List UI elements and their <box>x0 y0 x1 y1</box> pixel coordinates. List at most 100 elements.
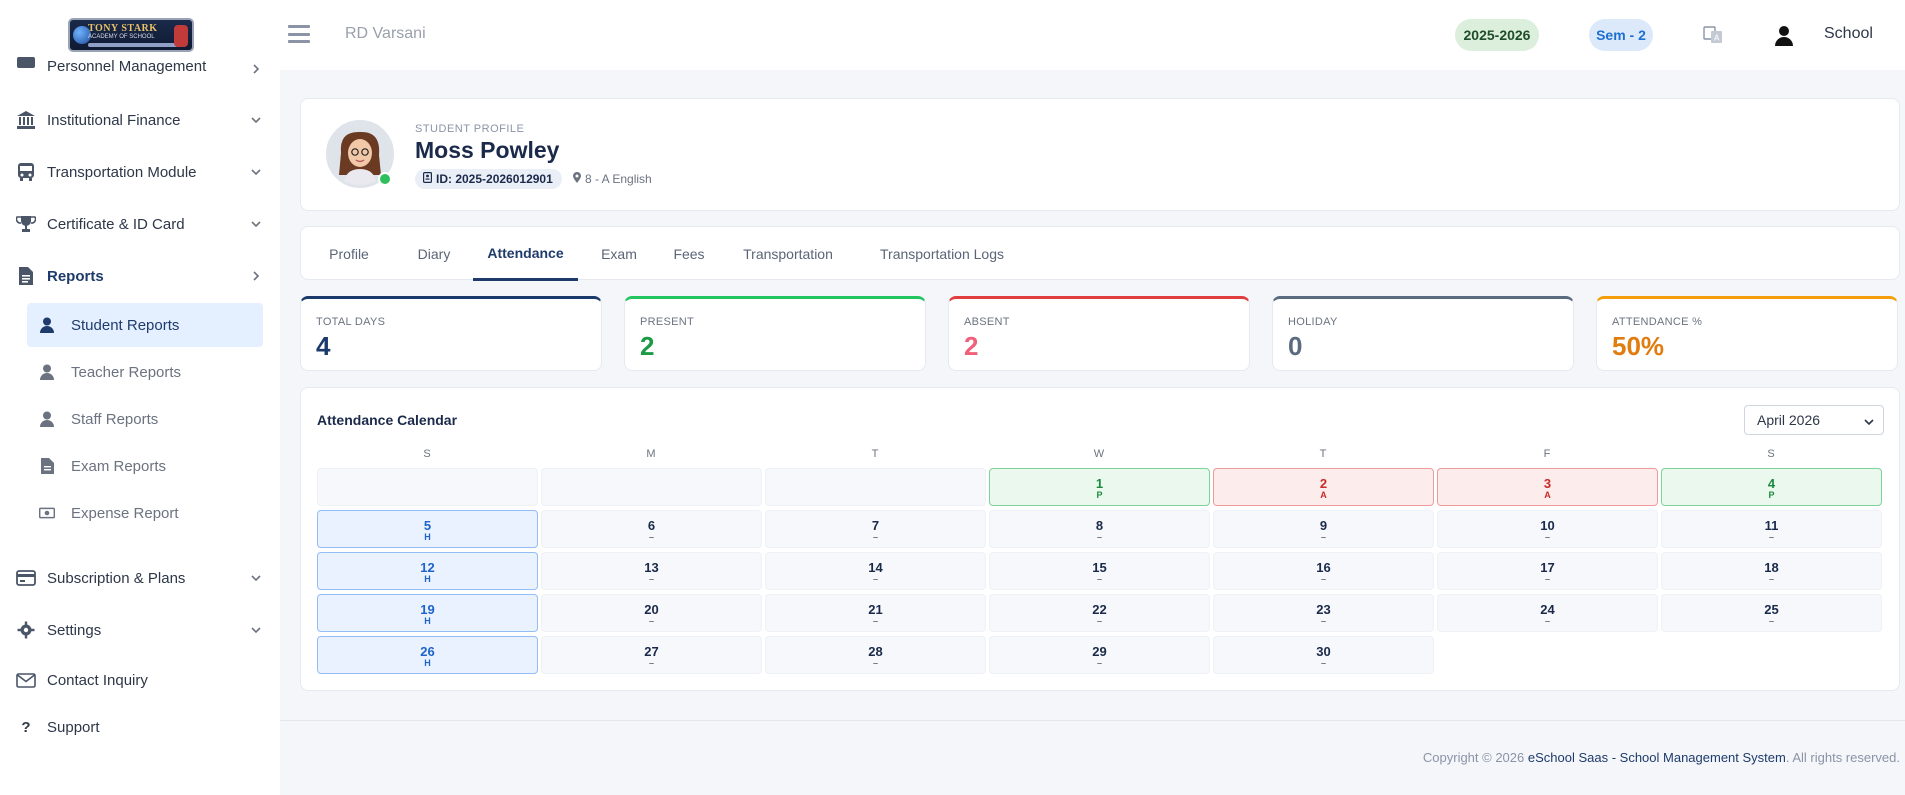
calendar-day-cell[interactable]: 16– <box>1213 552 1434 590</box>
report-file-icon <box>15 265 37 287</box>
calendar-day-status: – <box>872 532 878 542</box>
calendar-day-cell[interactable]: 12 H <box>317 552 538 590</box>
semester-badge[interactable]: Sem - 2 <box>1589 19 1653 51</box>
weekday-header: W <box>1093 448 1105 460</box>
tab-attendance[interactable]: Attendance <box>473 227 578 281</box>
calendar-day-cell[interactable]: 23– <box>1213 594 1434 632</box>
calendar-day-number: 18 <box>1764 560 1779 575</box>
sidebar-subitem-teacher-reports[interactable]: Teacher Reports <box>27 350 263 394</box>
calendar-day-cell[interactable]: 21– <box>765 594 986 632</box>
calendar-day-cell[interactable]: 26 H <box>317 636 538 674</box>
sidebar-item-personnel-management[interactable]: Personnel Management <box>0 46 280 86</box>
calendar-day-cell[interactable]: 24– <box>1437 594 1658 632</box>
sidebar-subitem-label: Exam Reports <box>71 457 167 475</box>
calendar-day-number: 10 <box>1540 518 1555 533</box>
student-name: Moss Powley <box>415 137 560 163</box>
tab-transportation[interactable]: Transportation <box>743 246 833 262</box>
stat-label: HOLIDAY <box>1288 316 1338 328</box>
calendar-day-cell[interactable]: 28– <box>765 636 986 674</box>
calendar-day-cell[interactable]: 19 H <box>317 594 538 632</box>
calendar-day-number: 27 <box>644 644 659 659</box>
student-class-info: 8 - A English <box>573 172 652 186</box>
calendar-day-cell[interactable]: 29– <box>989 636 1210 674</box>
sidebar-item-subscription-plans[interactable]: Subscription & Plans <box>0 556 280 600</box>
calendar-day-cell[interactable]: 11– <box>1661 510 1882 548</box>
hamburger-menu-icon[interactable] <box>288 25 310 43</box>
calendar-day-cell[interactable]: 8– <box>989 510 1210 548</box>
calendar-day-cell[interactable]: 15– <box>989 552 1210 590</box>
month-select[interactable]: April 2026 <box>1744 405 1884 435</box>
calendar-day-cell[interactable]: 25– <box>1661 594 1882 632</box>
footer-brand-link[interactable]: eSchool Saas - School Management System <box>1527 750 1786 765</box>
svg-text:A: A <box>1714 34 1720 43</box>
calendar-day-number: 9 <box>1319 518 1328 533</box>
sidebar-item-label: Certificate & ID Card <box>47 215 185 233</box>
calendar-day-cell[interactable]: 18– <box>1661 552 1882 590</box>
sidebar-item-transportation-module[interactable]: Transportation Module <box>0 150 280 194</box>
user-name[interactable]: School <box>1824 25 1873 42</box>
sidebar-subitem-student-reports[interactable]: Student Reports <box>27 303 263 347</box>
calendar-day-cell[interactable]: 14– <box>765 552 986 590</box>
calendar-day-number: 14 <box>868 560 883 575</box>
sidebar-subitem-staff-reports[interactable]: Staff Reports <box>27 397 263 441</box>
calendar-day-cell[interactable]: 22– <box>989 594 1210 632</box>
school-logo[interactable]: TONY STARK ACADEMY OF SCHOOL <box>68 18 194 52</box>
tab-exam[interactable]: Exam <box>601 246 637 262</box>
stat-label: TOTAL DAYS <box>316 316 386 328</box>
sidebar-item-label: Contact Inquiry <box>47 671 148 689</box>
user-icon <box>39 364 55 380</box>
stat-value: 50% <box>1612 331 1665 361</box>
chevron-down-icon <box>1863 415 1875 427</box>
sidebar-subitem-expense-report[interactable]: Expense Report <box>27 491 263 535</box>
tab-diary[interactable]: Diary <box>417 246 451 262</box>
sidebar-subitem-exam-reports[interactable]: Exam Reports <box>27 444 263 488</box>
sidebar-item-contact-inquiry[interactable]: Contact Inquiry <box>0 658 280 702</box>
calendar-day-cell[interactable]: 27– <box>541 636 762 674</box>
tab-profile[interactable]: Profile <box>329 246 369 262</box>
question-icon: ? <box>21 718 31 736</box>
calendar-day-status: – <box>1320 574 1326 584</box>
tab-transportation-logs[interactable]: Transportation Logs <box>880 246 1004 262</box>
sidebar-item-settings[interactable]: Settings <box>0 608 280 652</box>
calendar-day-status: – <box>872 658 878 668</box>
calendar-day-cell[interactable]: 7– <box>765 510 986 548</box>
calendar-day-status: – <box>1096 574 1102 584</box>
calendar-day-cell[interactable]: 30– <box>1213 636 1434 674</box>
calendar-day-number: 4 <box>1767 476 1776 491</box>
chevron-down-icon <box>249 113 263 127</box>
stat-card-absent: ABSENT 2 <box>948 296 1250 371</box>
sidebar-item-reports[interactable]: Reports <box>0 254 280 298</box>
calendar-day-number: 15 <box>1092 560 1107 575</box>
calendar-day-status: – <box>1096 616 1102 626</box>
calendar-day-cell[interactable]: 6– <box>541 510 762 548</box>
sidebar-item-support[interactable]: ? Support <box>0 705 280 749</box>
online-status-icon <box>378 172 392 186</box>
sidebar-item-certificate-id-card[interactable]: Certificate & ID Card <box>0 202 280 246</box>
calendar-day-number: 24 <box>1540 602 1555 617</box>
user-avatar-icon[interactable] <box>1773 24 1795 46</box>
calendar-day-status: – <box>1768 616 1774 626</box>
calendar-day-status: – <box>648 658 654 668</box>
calendar-day-cell[interactable]: 20– <box>541 594 762 632</box>
calendar-day-cell[interactable]: 10– <box>1437 510 1658 548</box>
calendar-day-status: – <box>872 574 878 584</box>
weekday-header: S <box>1767 448 1775 460</box>
calendar-day-status: A <box>1320 490 1327 500</box>
calendar-day-cell[interactable]: 13– <box>541 552 762 590</box>
calendar-day-number: 19 <box>420 602 435 617</box>
language-icon[interactable]: A <box>1703 25 1723 45</box>
tab-fees[interactable]: Fees <box>673 246 705 262</box>
stat-card-holiday: HOLIDAY 0 <box>1272 296 1574 371</box>
user-icon <box>39 411 55 427</box>
calendar-day-number: 26 <box>420 644 435 659</box>
sidebar-item-institutional-finance[interactable]: Institutional Finance <box>0 98 280 142</box>
calendar-day-number: 12 <box>420 560 435 575</box>
session-badge[interactable]: 2025-2026 <box>1455 19 1539 51</box>
calendar-day-cell[interactable]: 9– <box>1213 510 1434 548</box>
calendar-day-cell[interactable]: 17– <box>1437 552 1658 590</box>
